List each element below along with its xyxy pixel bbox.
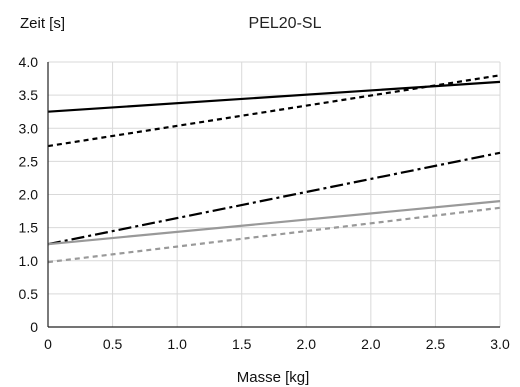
y-tick-label: 3.5 [19,87,39,103]
y-tick-label: 1.0 [19,253,39,269]
x-tick-label: 2.5 [426,336,446,352]
grid [48,62,500,327]
series-group [48,75,500,262]
y-tick-label: 3.0 [19,120,39,136]
x-tick-label: 0.5 [103,336,123,352]
x-tick-label: 2.0 [361,336,381,352]
y-tick-label: 2.5 [19,153,39,169]
y-axis-title: Zeit [s] [20,15,65,32]
x-tick-label: 3.0 [490,336,510,352]
y-tick-label: 4.0 [19,54,39,70]
y-tick-label: 0 [30,319,38,335]
x-tick-label: 1.0 [167,336,187,352]
x-tick-label: 2.0 [297,336,317,352]
x-tick-labels: 0 0.5 1.0 1.5 2.0 2.0 2.5 3.0 [44,336,510,352]
series-line-5 [48,208,500,262]
series-line-4 [48,201,500,244]
y-tick-label: 1.5 [19,220,39,236]
y-tick-labels: 0 0.5 1.0 1.5 2.0 2.5 3.0 3.5 4.0 [19,54,39,335]
chart-title: PEL20-SL [249,15,322,32]
y-tick-label: 0.5 [19,286,39,302]
x-axis-title: Masse [kg] [237,369,310,386]
series-line-3 [48,153,500,244]
series-line-2 [48,75,500,146]
x-tick-label: 1.5 [232,336,252,352]
x-tick-label: 0 [44,336,52,352]
y-tick-label: 2.0 [19,187,39,203]
